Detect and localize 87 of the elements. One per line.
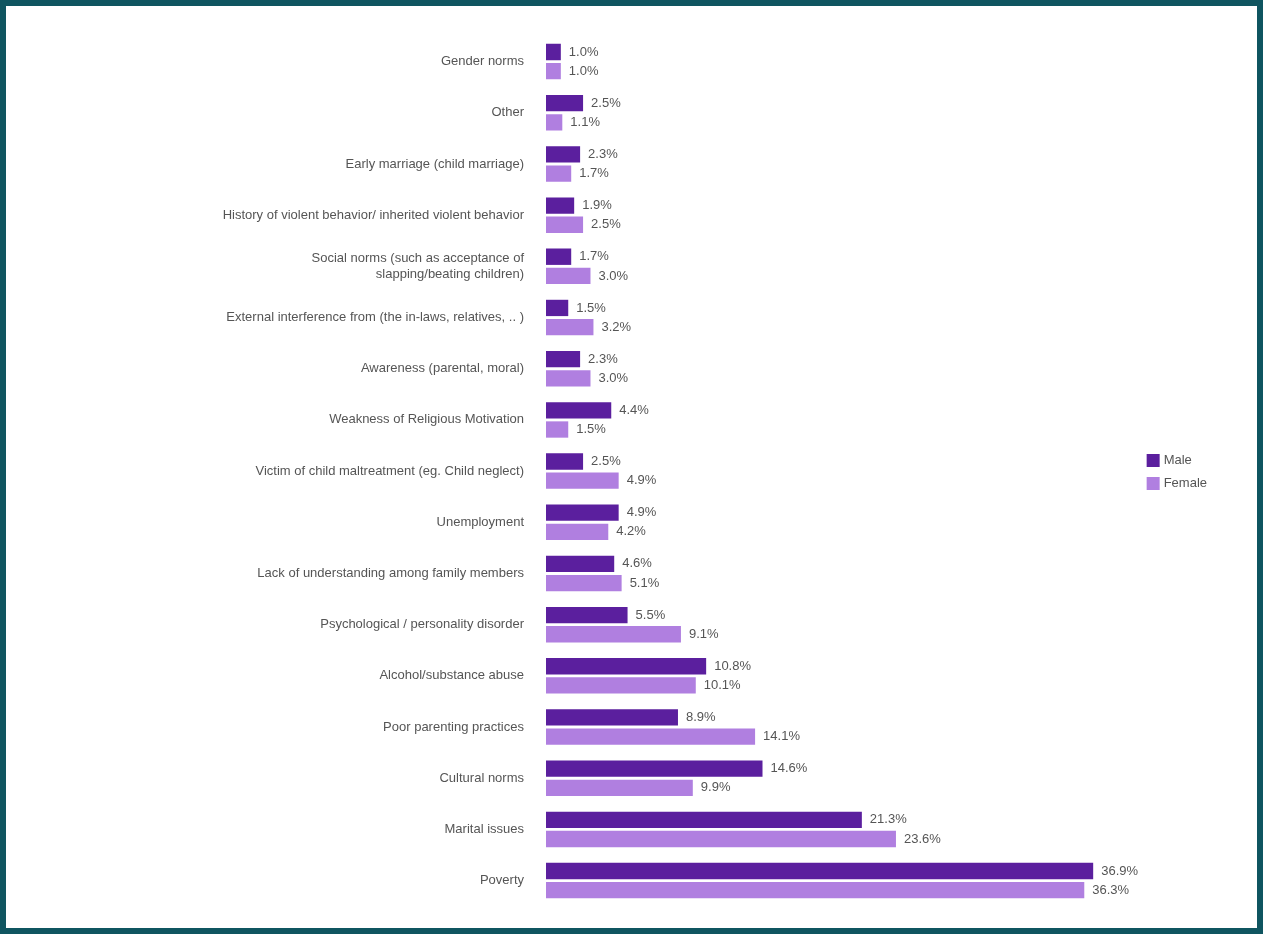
bar	[546, 574, 622, 592]
bar	[546, 165, 572, 182]
data-label: 8.9%	[685, 709, 717, 725]
bar	[546, 760, 763, 777]
bar	[546, 95, 584, 112]
data-label: 9.9%	[700, 779, 731, 795]
data-label: 2.3%	[588, 350, 619, 366]
bar	[546, 811, 862, 828]
data-label: 1.0%	[568, 62, 599, 78]
data-label: 1.9%	[582, 197, 613, 213]
y-tick-label: Weakness of Religious Motivation	[329, 411, 524, 427]
y-tick-label: Gender norms	[440, 53, 525, 69]
data-label: 4.2%	[616, 523, 647, 539]
bar	[546, 830, 896, 848]
y-tick-label: Poverty	[479, 872, 525, 888]
y-tick-label: Psychological / personality disorder	[320, 616, 525, 632]
bar	[546, 677, 696, 694]
data-label: 36.9%	[1101, 862, 1139, 878]
data-label: 2.5%	[591, 94, 622, 110]
legend-label: Male	[1163, 452, 1192, 468]
y-tick-label: Lack of understanding among family members	[257, 565, 525, 581]
data-label: 10.1%	[703, 677, 742, 693]
bar	[546, 421, 569, 438]
y-tick-label: Poor parenting practices	[383, 718, 525, 734]
bar	[546, 779, 693, 796]
bar	[546, 114, 563, 131]
data-label: 2.5%	[591, 453, 622, 469]
data-label: 4.9%	[626, 472, 657, 488]
data-label: 1.7%	[579, 165, 610, 181]
bar	[546, 555, 615, 573]
data-label: 21.3%	[869, 811, 908, 827]
bar	[546, 318, 594, 336]
bar	[546, 216, 584, 233]
data-label: 4.9%	[626, 504, 657, 520]
bar	[546, 862, 1094, 880]
data-label: 5.1%	[629, 574, 660, 590]
bar	[546, 402, 612, 419]
bar	[546, 350, 581, 368]
bar	[546, 728, 756, 745]
data-label: 2.3%	[588, 145, 619, 161]
data-label: 3.0%	[598, 369, 629, 385]
legend-label: Female	[1163, 475, 1208, 491]
y-tick-label: Awareness (parental, moral)	[360, 360, 524, 376]
data-label: 1.0%	[568, 43, 599, 59]
y-tick-label: Cultural norms	[439, 769, 525, 785]
bar	[546, 626, 681, 643]
data-label: 23.6%	[903, 830, 942, 846]
bar	[546, 709, 678, 726]
data-label: 3.2%	[601, 318, 632, 334]
data-label: 4.6%	[622, 555, 653, 571]
data-label: 1.5%	[576, 299, 607, 315]
bar	[546, 146, 581, 163]
data-label: 3.0%	[598, 267, 629, 283]
data-label: 1.1%	[570, 113, 601, 129]
y-tick-label: History of violent behavior/ inherited violent behavior	[222, 206, 525, 222]
bar	[546, 504, 619, 521]
bar	[546, 299, 569, 317]
y-tick-label: Social norms (such as acceptance of slapping/beating children)	[311, 250, 525, 281]
bar	[546, 63, 561, 80]
data-label: 5.5%	[635, 606, 666, 622]
data-label: 10.8%	[714, 657, 752, 673]
data-label: 9.1%	[688, 625, 720, 641]
y-tick-label: Other	[491, 104, 525, 120]
y-tick-label: Early marriage (child marriage)	[345, 155, 524, 171]
data-label: 36.3%	[1092, 881, 1130, 897]
bar	[546, 43, 561, 61]
bar	[546, 267, 591, 285]
bar	[546, 370, 591, 387]
bar	[546, 472, 619, 489]
data-label: 14.6%	[770, 760, 808, 776]
y-tick-label: Alcohol/substance abuse	[379, 667, 524, 683]
data-label: 1.7%	[579, 248, 610, 264]
y-tick-label: Marital issues	[444, 821, 525, 836]
data-label: 14.1%	[763, 728, 801, 744]
data-label: 2.5%	[591, 216, 622, 232]
y-tick-label: Victim of child maltreatment (eg. Child neglect)	[255, 462, 524, 478]
bar	[546, 197, 575, 214]
data-label: 1.5%	[576, 421, 607, 437]
y-tick-label: External interference from (the in-laws, relatives, .. )	[226, 309, 524, 325]
y-tick-label: Unemployment	[436, 513, 525, 529]
bar	[546, 248, 572, 265]
bar	[546, 523, 609, 541]
bar	[546, 606, 628, 624]
data-label: 4.4%	[619, 401, 650, 417]
bar	[546, 882, 1085, 899]
bar	[546, 658, 707, 675]
bar	[546, 453, 584, 470]
